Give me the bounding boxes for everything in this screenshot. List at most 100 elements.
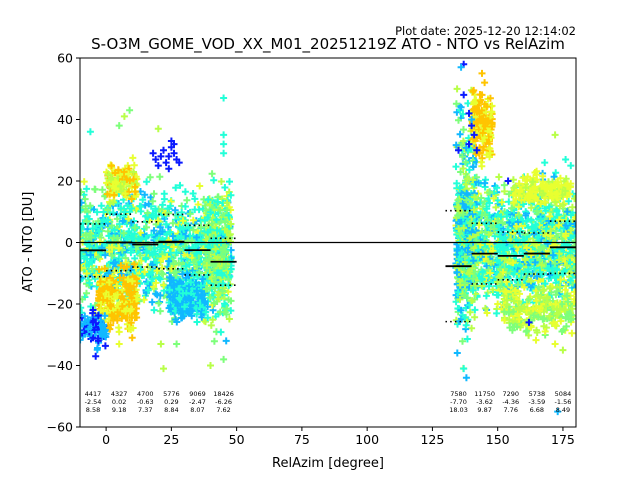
data-point xyxy=(94,344,101,352)
data-point xyxy=(156,243,164,251)
data-point xyxy=(128,205,136,212)
data-point xyxy=(459,337,466,345)
data-point xyxy=(498,198,506,206)
data-point xyxy=(468,116,476,123)
data-point xyxy=(103,190,111,198)
data-point xyxy=(115,244,123,252)
data-point xyxy=(563,262,571,270)
data-point xyxy=(477,199,485,207)
bin-annotation: 9069-2.478.07 xyxy=(189,390,206,414)
data-point xyxy=(494,217,502,225)
data-point xyxy=(500,308,508,316)
data-point xyxy=(494,300,502,308)
data-point xyxy=(497,213,505,221)
data-point xyxy=(522,184,530,192)
data-point xyxy=(468,265,476,272)
data-point xyxy=(555,250,563,257)
data-point xyxy=(486,189,494,197)
data-point xyxy=(209,316,217,324)
data-point xyxy=(468,297,476,305)
bin-std: 8.07 xyxy=(190,406,204,414)
data-point xyxy=(91,186,99,193)
data-point xyxy=(131,183,139,191)
data-point xyxy=(156,307,164,315)
data-point xyxy=(552,227,560,235)
data-point xyxy=(125,325,133,333)
data-point xyxy=(109,312,117,320)
data-point xyxy=(466,270,474,278)
data-point xyxy=(199,245,207,253)
data-point xyxy=(562,156,570,163)
data-point xyxy=(546,312,554,320)
data-point xyxy=(479,146,487,154)
data-point xyxy=(541,198,549,206)
data-point xyxy=(524,296,532,304)
data-point xyxy=(165,257,173,265)
data-point xyxy=(118,302,126,310)
data-point xyxy=(456,184,464,192)
data-point xyxy=(132,264,140,272)
data-point xyxy=(495,223,503,231)
data-point xyxy=(86,320,93,328)
data-point xyxy=(193,263,201,271)
data-point xyxy=(92,352,100,360)
data-point xyxy=(98,186,106,194)
data-point xyxy=(129,154,137,162)
data-point xyxy=(505,190,513,198)
data-point xyxy=(123,176,131,183)
data-point xyxy=(120,229,128,237)
data-point xyxy=(470,206,478,214)
data-point xyxy=(561,221,569,229)
data-point xyxy=(179,217,187,225)
data-point xyxy=(191,195,199,203)
data-point xyxy=(118,246,126,254)
data-point xyxy=(165,165,173,173)
data-point xyxy=(517,227,525,235)
data-point xyxy=(189,226,197,234)
data-point xyxy=(147,193,155,201)
bin-std: 7.62 xyxy=(216,406,230,414)
data-point xyxy=(117,171,124,178)
data-point xyxy=(478,276,486,284)
data-point xyxy=(555,221,563,229)
data-point xyxy=(546,213,554,220)
data-point xyxy=(503,301,511,309)
data-point xyxy=(527,323,535,331)
data-point xyxy=(453,268,461,276)
data-point xyxy=(116,183,124,190)
data-point xyxy=(509,176,517,184)
data-point xyxy=(87,234,95,242)
data-point xyxy=(469,275,477,283)
data-point xyxy=(457,306,465,314)
data-point xyxy=(460,91,468,99)
data-point xyxy=(469,286,477,294)
data-point xyxy=(190,270,198,278)
data-point xyxy=(526,193,534,201)
data-point xyxy=(145,270,153,278)
data-point xyxy=(533,207,541,215)
data-point xyxy=(116,212,124,220)
data-point xyxy=(525,318,533,326)
data-point xyxy=(117,204,125,212)
data-point xyxy=(137,265,145,273)
x-tick-label: 150 xyxy=(486,432,510,447)
data-point xyxy=(482,292,490,300)
data-point xyxy=(207,208,215,216)
data-point xyxy=(92,232,99,240)
data-point xyxy=(150,306,158,314)
data-point xyxy=(82,202,90,210)
data-point xyxy=(494,278,501,286)
data-point xyxy=(94,337,102,345)
data-point xyxy=(453,349,461,357)
data-point xyxy=(127,266,135,274)
data-point xyxy=(170,243,178,251)
data-point xyxy=(109,209,117,217)
data-point xyxy=(95,288,103,296)
data-point xyxy=(508,215,516,223)
data-point xyxy=(88,265,96,273)
data-point xyxy=(531,183,539,191)
data-point xyxy=(156,223,164,231)
data-point xyxy=(152,273,160,281)
data-point xyxy=(461,314,469,322)
